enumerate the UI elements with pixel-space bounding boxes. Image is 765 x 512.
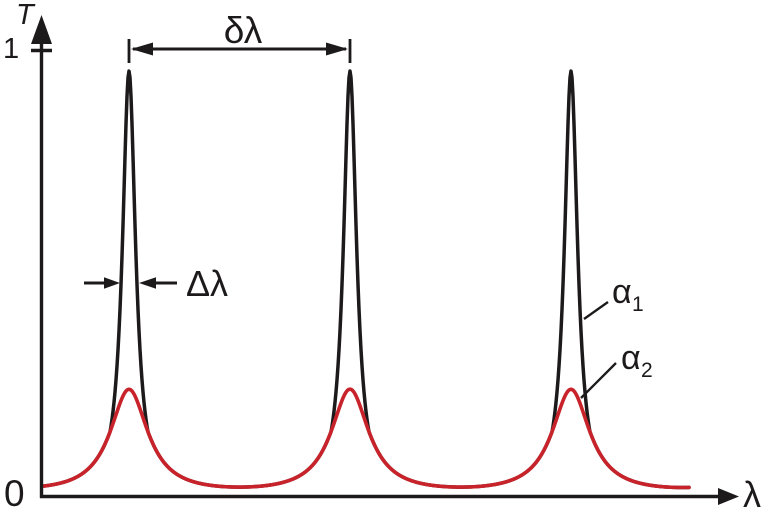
transmission-curve-alpha2: [42, 387, 691, 490]
series-alpha1-callout: α 1: [583, 273, 644, 320]
y-axis-arrowhead-icon: [31, 15, 52, 44]
series-alpha2-callout: α 2: [580, 339, 653, 399]
alpha1-label: α: [612, 273, 632, 311]
fwhm-left-pointing-arrowhead-icon: [139, 277, 156, 289]
origin-label: 0: [4, 473, 25, 512]
alpha2-label-subscript: 2: [641, 359, 653, 382]
alpha2-label: α: [621, 339, 641, 377]
fsr-annotation: [127, 39, 352, 63]
fsr-left-arrowhead-icon: [131, 42, 153, 56]
x-axis-arrowhead-icon: [718, 488, 739, 505]
fsr-right-arrowhead-icon: [326, 42, 348, 56]
alpha1-label-subscript: 1: [632, 293, 644, 316]
fwhm-annotation: [84, 277, 177, 289]
x-axis-title: λ: [743, 474, 761, 512]
alpha2-leader-line: [580, 362, 617, 399]
alpha1-leader-line: [583, 301, 609, 320]
fsr-label: δλ: [224, 10, 263, 51]
y-axis-title: T: [16, 0, 36, 31]
y-axis: [31, 15, 52, 498]
y-tick-label-one: 1: [3, 33, 19, 65]
x-axis: [40, 488, 739, 505]
fwhm-label: Δλ: [186, 263, 228, 304]
fwhm-right-pointing-arrowhead-icon: [104, 277, 120, 289]
